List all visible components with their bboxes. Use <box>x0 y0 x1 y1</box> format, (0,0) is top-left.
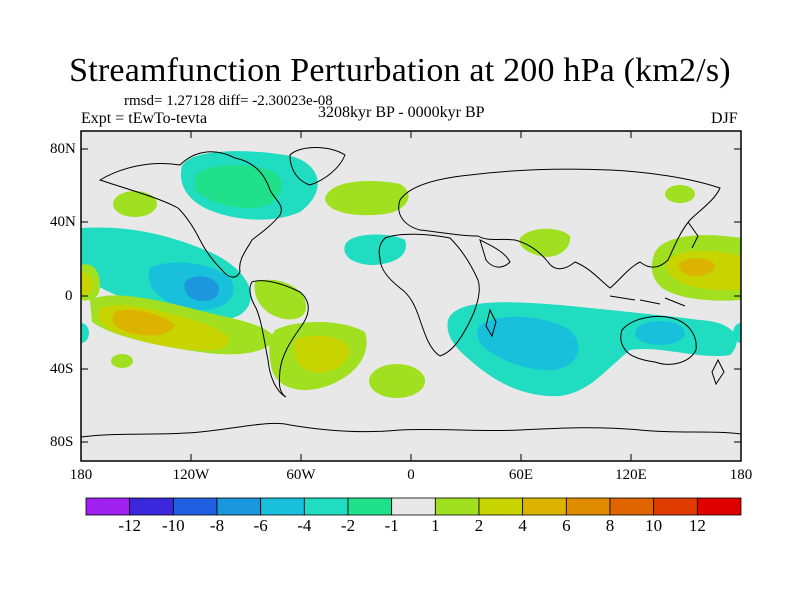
colorbar-label: 12 <box>688 516 706 535</box>
colorbar-swatch <box>565 497 611 516</box>
coast-madagascar <box>485 308 497 338</box>
lat-label-80s: 80S <box>50 434 74 450</box>
coast-eurasia <box>398 168 721 289</box>
lat-label-40s: 40S <box>50 361 74 377</box>
colorbar-swatch <box>434 497 480 516</box>
coast-north-america <box>98 151 282 278</box>
coast-indonesia <box>609 295 686 307</box>
colorbar-swatch <box>696 497 742 516</box>
anomaly-region-west-pacific-max <box>678 258 715 276</box>
anomaly-region-iceland <box>325 180 409 216</box>
lat-label-40n: 40N <box>50 214 76 230</box>
colorbar-label: -2 <box>340 516 356 535</box>
anomaly-region-north-pacific <box>113 191 157 217</box>
anomaly-region-mediterranean <box>344 234 406 265</box>
colorbar-label: -1 <box>384 516 399 535</box>
colorbar-label: -8 <box>209 516 225 535</box>
anomaly-region-edge-small-2 <box>733 323 741 343</box>
anomaly-region-east-pacific-core <box>81 272 94 296</box>
lon-label-60w: 60W <box>286 467 316 483</box>
coastlines <box>81 147 741 438</box>
experiment-text: Expt = tEwTo-tevta <box>81 110 208 127</box>
anomaly-region-australia-neg <box>635 321 685 345</box>
lon-label-0: 0 <box>407 467 415 483</box>
axis-ticks <box>81 131 741 461</box>
colorbar-label: 1 <box>431 516 440 535</box>
anomaly-region-siberia <box>665 185 695 203</box>
coast-greenland <box>289 147 346 186</box>
coast-new-zealand <box>711 358 725 386</box>
lon-label-180-left: 180 <box>69 467 93 483</box>
lon-label-180-right: 180 <box>729 467 753 483</box>
coast-japan <box>687 221 699 249</box>
lat-label-80n: 80N <box>50 141 76 157</box>
coast-australia <box>620 316 697 365</box>
colorbar-swatch <box>478 497 524 516</box>
colorbar-swatch <box>347 497 393 516</box>
lon-label-60e: 60E <box>508 467 534 483</box>
anomaly-region-edge-small <box>81 323 89 343</box>
season-text: DJF <box>711 110 738 127</box>
anomaly-region-south-atlantic-core <box>293 335 350 373</box>
anomaly-contours <box>81 151 741 398</box>
colorbar-swatch <box>260 497 305 516</box>
plot-title: Streamfunction Perturbation at 200 hPa (… <box>69 52 731 89</box>
colorbar-swatch <box>391 497 436 516</box>
anomaly-region-tropical-pacific-max <box>184 276 219 302</box>
colorbar-swatch <box>609 497 655 516</box>
coast-africa <box>378 233 480 357</box>
colorbar-swatch <box>522 497 567 516</box>
coast-antarctica <box>81 422 741 438</box>
colorbar-swatch <box>653 497 698 516</box>
colorbar-label: 6 <box>562 516 571 535</box>
colorbar-swatch <box>85 497 131 516</box>
colorbar-label: -12 <box>118 516 141 535</box>
anomaly-region-small-1 <box>111 354 133 368</box>
lat-label-0: 0 <box>65 288 73 304</box>
anomaly-region-labrador <box>195 164 283 209</box>
colorbar-label: 10 <box>645 516 663 535</box>
coast-arabia <box>479 239 511 268</box>
lon-label-120e: 120E <box>615 467 647 483</box>
colorbar-label: 2 <box>474 516 484 535</box>
anomaly-region-indian-ocean-core <box>477 316 579 371</box>
colorbar-label: 4 <box>518 516 527 535</box>
colorbar-swatch <box>129 497 174 516</box>
colorbar-label: -4 <box>297 516 312 535</box>
colorbar-label: 8 <box>605 516 615 535</box>
colorbar-swatch <box>172 497 218 516</box>
anomaly-region-small-2 <box>369 364 425 398</box>
coast-south-america <box>249 280 309 398</box>
anomaly-region-india <box>519 228 571 257</box>
colorbar-label: -10 <box>161 516 185 535</box>
colorbar-swatch <box>303 497 349 516</box>
lon-label-120w: 120W <box>172 467 210 483</box>
anomaly-region-south-pacific-max <box>112 309 175 336</box>
stats-text: rmsd= 1.27128 diff= -2.30023e-08 <box>124 93 333 109</box>
period-text: 3208kyr BP - 0000kyr BP <box>318 104 485 121</box>
colorbar-label: -6 <box>253 516 268 535</box>
colorbar-swatch <box>216 497 262 516</box>
anomaly-region-south-america <box>254 279 306 320</box>
